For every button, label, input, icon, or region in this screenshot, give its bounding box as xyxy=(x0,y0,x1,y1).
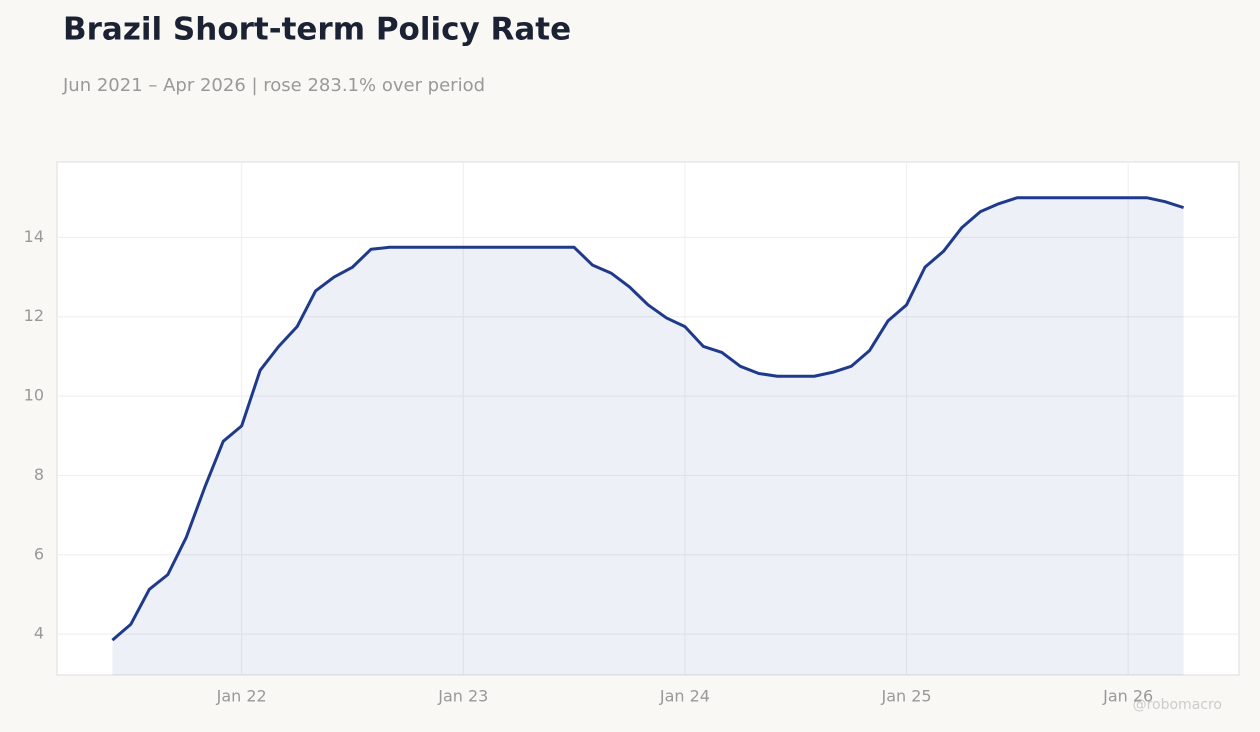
x-tick-label: Jan 22 xyxy=(216,687,267,706)
x-tick-label: Jan 24 xyxy=(659,687,710,706)
y-tick-label: 14 xyxy=(24,227,44,246)
watermark: @robomacro xyxy=(1133,697,1222,713)
x-tick-label: Jan 25 xyxy=(881,687,932,706)
x-tick-label: Jan 26 xyxy=(1102,687,1153,706)
y-tick-label: 6 xyxy=(34,544,44,563)
y-tick-label: 8 xyxy=(34,465,44,484)
line xyxy=(111,196,1185,642)
x-tick-label: Jan 23 xyxy=(437,687,488,706)
plot-area xyxy=(56,161,1240,676)
y-tick-label: 4 xyxy=(34,624,44,643)
chart-subtitle: Jun 2021 – Apr 2026 | rose 283.1% over p… xyxy=(62,75,485,96)
y-tick-label: 10 xyxy=(24,386,44,405)
y-tick-label: 12 xyxy=(24,306,44,325)
chart-title: Brazil Short-term Policy Rate xyxy=(63,12,571,48)
area-fill xyxy=(112,197,1184,676)
